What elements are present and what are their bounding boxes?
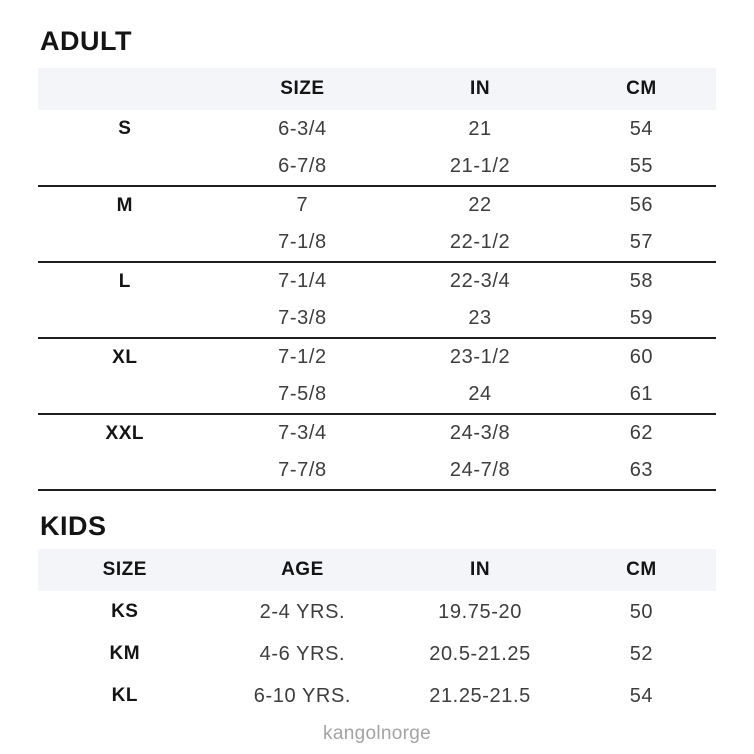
adult-section-title: ADULT [40,26,132,56]
cell-size: 7-1/2 [278,346,327,368]
size-label: M [116,194,133,216]
size-label-empty [38,148,212,186]
size-group-s: S 6-3/4 21 54 6-7/8 21-1/2 55 [38,110,716,186]
cell-cm: 61 [629,383,654,405]
cell-cm: 54 [629,117,654,140]
cell-age: 4-6 YRS. [259,642,346,665]
header-cell-cm: CM [566,68,716,110]
adult-table-header: SIZE IN CM [38,68,716,110]
size-label: KM [109,643,141,664]
size-label: KL [111,685,138,706]
size-label: KS [111,601,139,622]
size-label-empty [38,452,212,490]
header-cell-cm: CM [566,549,716,591]
cell-in: 21-1/2 [449,155,511,177]
header-cell-in: IN [393,68,567,110]
table-row: 7-1/8 22-1/2 57 [38,224,716,262]
cell-cm: 58 [629,270,654,292]
table-row: KM 4-6 YRS. 20.5-21.25 52 [38,633,716,675]
size-label: XL [112,346,138,368]
cell-cm: 57 [629,231,654,253]
cell-cm: 63 [629,459,654,481]
kids-size-table: SIZE AGE IN CM KS 2-4 YRS. 19.75-20 50 K… [38,549,716,717]
cell-age: 2-4 YRS. [259,600,346,623]
cell-in: 21 [468,117,492,140]
header-cell-age: AGE [211,549,394,591]
cell-in: 24-7/8 [449,459,511,481]
cell-in: 23 [468,307,492,329]
table-row: XL 7-1/2 23-1/2 60 [38,338,716,376]
header-cell-size: SIZE [211,68,394,110]
cell-cm: 52 [629,642,654,665]
size-label-empty [38,376,212,414]
cell-size: 7-1/4 [278,270,327,292]
cell-in: 22 [468,194,492,216]
table-row: 7-5/8 24 61 [38,376,716,414]
cell-size: 6-7/8 [278,155,327,177]
cell-age: 6-10 YRS. [253,684,352,707]
cell-in: 24-3/8 [449,422,511,444]
cell-size: 7-7/8 [278,459,327,481]
table-row: L 7-1/4 22-3/4 58 [38,262,716,300]
cell-in: 20.5-21.25 [429,642,531,665]
table-row: 7-3/8 23 59 [38,300,716,338]
cell-cm: 60 [629,346,654,368]
size-label: XXL [105,422,144,444]
cell-size: 7-3/8 [278,307,327,329]
brand-footer-text: kangolnorge [323,723,431,744]
size-label-empty [38,224,212,262]
cell-size: 6-3/4 [278,117,327,140]
cell-in: 23-1/2 [449,346,511,368]
table-row: S 6-3/4 21 54 [38,110,716,148]
size-guide-page: ADULT SIZE IN CM S 6-3/4 21 54 6-7/8 21-… [38,0,716,745]
table-row: M 7 22 56 [38,186,716,224]
header-row: SIZE AGE IN CM [38,549,716,591]
cell-cm: 62 [629,422,654,444]
cell-size: 7-3/4 [278,422,327,444]
adult-size-table: SIZE IN CM S 6-3/4 21 54 6-7/8 21-1/2 55… [38,68,716,491]
size-group-xxl: XXL 7-3/4 24-3/8 62 7-7/8 24-7/8 63 [38,414,716,490]
header-cell-empty [38,68,212,110]
kids-table-body: KS 2-4 YRS. 19.75-20 50 KM 4-6 YRS. 20.5… [38,591,716,717]
size-label: L [118,270,131,292]
size-label: S [118,118,132,139]
cell-size: 7-5/8 [278,383,327,405]
size-group-xl: XL 7-1/2 23-1/2 60 7-5/8 24 61 [38,338,716,414]
header-row: SIZE IN CM [38,68,716,110]
table-row: XXL 7-3/4 24-3/8 62 [38,414,716,452]
size-label-empty [38,300,212,338]
size-group-m: M 7 22 56 7-1/8 22-1/2 57 [38,186,716,262]
table-row: KL 6-10 YRS. 21.25-21.5 54 [38,675,716,717]
kids-section-title: KIDS [40,511,107,541]
cell-in: 22-3/4 [449,270,511,292]
cell-size: 7-1/8 [278,231,327,253]
table-row: 6-7/8 21-1/2 55 [38,148,716,186]
header-cell-in: IN [393,549,567,591]
cell-size: 7 [296,194,309,216]
size-group-l: L 7-1/4 22-3/4 58 7-3/8 23 59 [38,262,716,338]
cell-cm: 54 [629,684,654,707]
table-row: 7-7/8 24-7/8 63 [38,452,716,490]
cell-in: 22-1/2 [449,231,511,253]
cell-in: 21.25-21.5 [429,684,531,707]
cell-cm: 59 [629,307,654,329]
kids-table-header: SIZE AGE IN CM [38,549,716,591]
cell-cm: 55 [629,155,654,177]
cell-cm: 50 [629,600,654,623]
cell-in: 19.75-20 [438,600,522,623]
table-row: KS 2-4 YRS. 19.75-20 50 [38,591,716,633]
header-cell-size: SIZE [38,549,212,591]
cell-cm: 56 [629,194,654,216]
cell-in: 24 [468,383,492,405]
